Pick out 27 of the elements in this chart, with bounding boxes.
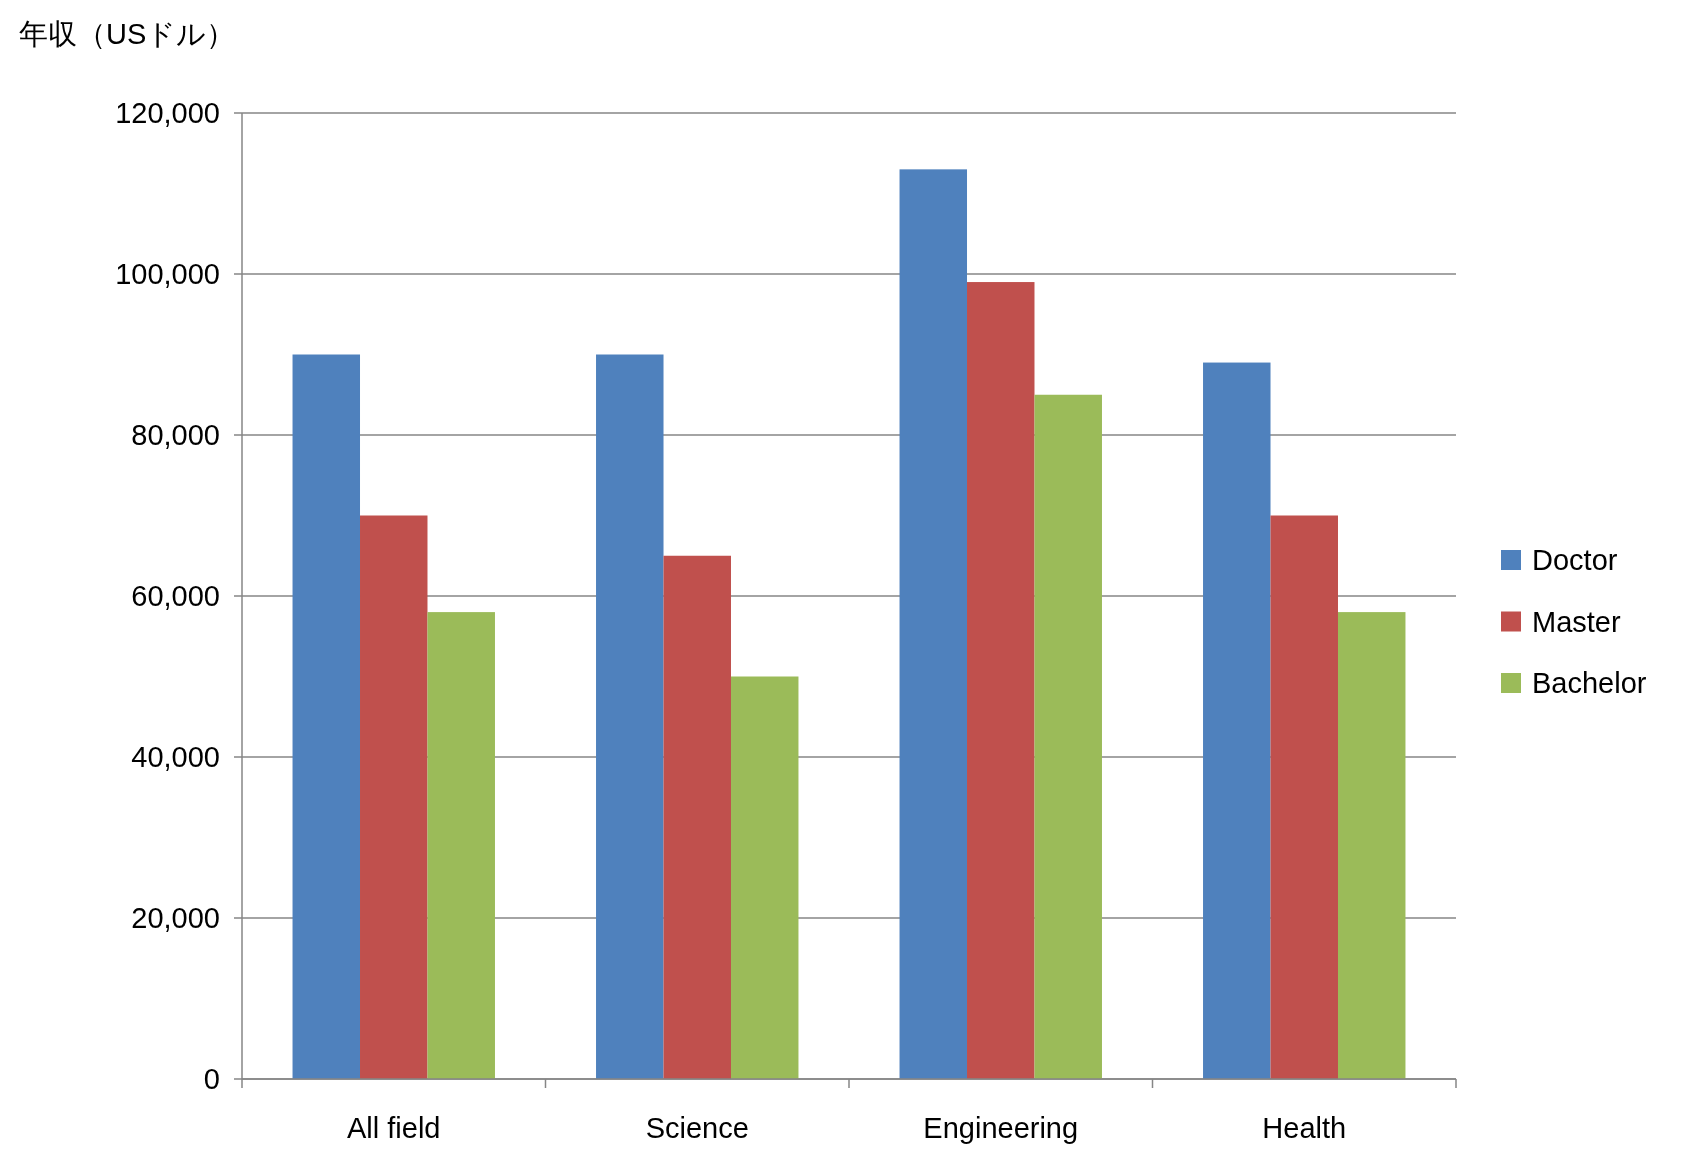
bar — [1270, 515, 1338, 1079]
y-tick-label: 100,000 — [115, 258, 220, 290]
y-tick-label: 80,000 — [131, 419, 220, 451]
bar — [1203, 362, 1271, 1079]
bar — [596, 354, 664, 1079]
y-tick-label: 40,000 — [131, 741, 220, 773]
bar — [899, 169, 968, 1079]
x-tick-label: Science — [645, 1112, 749, 1144]
legend-label: Master — [1532, 605, 1621, 638]
x-tick-label: Engineering — [923, 1112, 1079, 1144]
bar — [663, 555, 731, 1079]
y-tick-label: 60,000 — [131, 580, 220, 612]
bar — [427, 612, 495, 1079]
bar — [1337, 612, 1406, 1079]
x-tick-label: All field — [347, 1112, 441, 1144]
y-tick-label: 120,000 — [115, 97, 220, 129]
bar — [730, 676, 799, 1079]
y-tick-label: 0 — [203, 1063, 220, 1095]
y-axis-title: 年収（USドル） — [19, 18, 236, 50]
bar — [1034, 394, 1102, 1079]
y-tick-label: 20,000 — [131, 902, 220, 934]
bar — [360, 515, 428, 1079]
bar — [967, 282, 1035, 1079]
bar — [292, 354, 361, 1079]
x-tick-label: Health — [1262, 1112, 1347, 1144]
legend-label: Doctor — [1532, 544, 1618, 576]
legend-label: Bachelor — [1532, 667, 1647, 699]
